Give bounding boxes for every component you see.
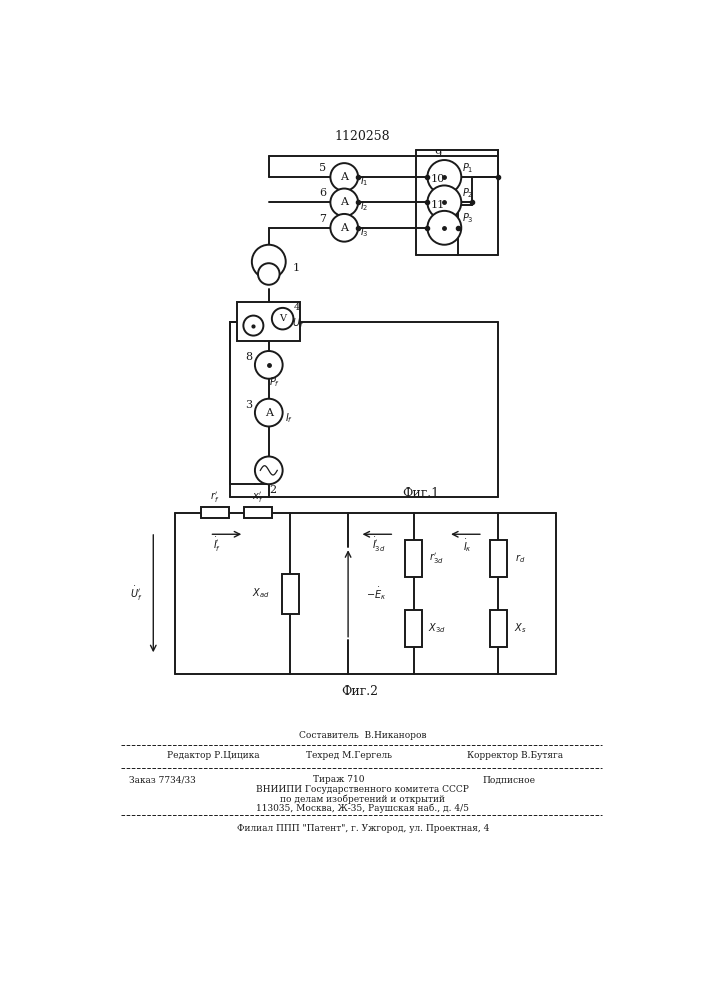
Circle shape — [428, 185, 461, 219]
Text: 1120258: 1120258 — [335, 130, 390, 143]
Text: A: A — [340, 197, 349, 207]
Circle shape — [258, 263, 279, 285]
Text: Составитель  В.Никаноров: Составитель В.Никаноров — [299, 732, 426, 740]
Text: ВНИИПИ Государственного комитета СССР: ВНИИПИ Государственного комитета СССР — [256, 785, 469, 794]
Text: 11: 11 — [431, 200, 445, 210]
Circle shape — [255, 399, 283, 426]
Text: $x_f'$: $x_f'$ — [252, 490, 264, 505]
Text: $P_1$: $P_1$ — [462, 161, 473, 175]
Bar — [405, 540, 422, 577]
Text: 7: 7 — [319, 214, 326, 224]
Text: 4: 4 — [293, 303, 300, 312]
Circle shape — [255, 456, 283, 484]
Text: $-\dot{E}_\kappa$: $-\dot{E}_\kappa$ — [366, 585, 386, 602]
Text: Филиал ППП "Патент", г. Ужгород, ул. Проектная, 4: Филиал ППП "Патент", г. Ужгород, ул. Про… — [237, 824, 489, 833]
Text: $X_{3d}$: $X_{3d}$ — [428, 621, 445, 635]
Text: $I_f$: $I_f$ — [285, 411, 293, 425]
Text: $r_f'$: $r_f'$ — [210, 490, 219, 505]
Text: 10: 10 — [431, 174, 445, 184]
Text: Редактор Р.Цицика: Редактор Р.Цицика — [167, 751, 259, 760]
Bar — [238, 302, 300, 341]
Text: $U_f$: $U_f$ — [292, 316, 304, 330]
Text: $\dot{I}_{3d}'$: $\dot{I}_{3d}'$ — [372, 536, 386, 554]
Text: $I_2$: $I_2$ — [360, 199, 368, 213]
Text: $\dot{I}_\kappa$: $\dot{I}_\kappa$ — [463, 537, 472, 554]
Text: по делам изобретений и открытий: по делам изобретений и открытий — [280, 794, 445, 804]
Bar — [490, 610, 507, 647]
Text: Корректор В.Бутяга: Корректор В.Бутяга — [467, 751, 563, 760]
Circle shape — [243, 316, 264, 336]
Bar — [282, 574, 299, 614]
Text: 113035, Москва, Ж-35, Раушская наб., д. 4/5: 113035, Москва, Ж-35, Раушская наб., д. … — [256, 804, 469, 813]
Text: Тираж 710: Тираж 710 — [313, 775, 365, 784]
Bar — [490, 540, 507, 577]
Circle shape — [272, 308, 293, 329]
Text: $I_1$: $I_1$ — [360, 174, 368, 188]
Text: 6: 6 — [319, 188, 326, 198]
Text: A: A — [340, 223, 349, 233]
Circle shape — [330, 163, 358, 191]
Text: 9: 9 — [435, 149, 442, 159]
Text: 5: 5 — [319, 163, 326, 173]
Circle shape — [252, 245, 286, 279]
Circle shape — [255, 351, 283, 379]
Text: 3: 3 — [245, 400, 252, 410]
Text: A: A — [265, 408, 273, 418]
Text: $r_{3d}'$: $r_{3d}'$ — [429, 552, 444, 566]
Text: $P_f$: $P_f$ — [269, 375, 280, 389]
Text: $r_d$: $r_d$ — [515, 552, 525, 565]
Text: Фиг.1: Фиг.1 — [403, 487, 440, 500]
Circle shape — [330, 214, 358, 242]
Bar — [244, 507, 272, 518]
Circle shape — [330, 189, 358, 216]
Text: Заказ 7734/33: Заказ 7734/33 — [129, 775, 195, 784]
Text: $I_3$: $I_3$ — [360, 225, 368, 239]
Bar — [201, 507, 229, 518]
Text: Техред М.Гергель: Техред М.Гергель — [305, 751, 392, 760]
Text: 2: 2 — [269, 485, 276, 495]
Text: A: A — [340, 172, 349, 182]
Text: V: V — [279, 314, 286, 323]
Text: $X_s$: $X_s$ — [513, 621, 526, 635]
Circle shape — [428, 160, 461, 194]
Text: $X_{ad}$: $X_{ad}$ — [252, 587, 270, 600]
Text: Фиг.2: Фиг.2 — [341, 685, 378, 698]
Text: $P_2$: $P_2$ — [462, 186, 473, 200]
Text: 1: 1 — [293, 263, 300, 273]
Text: 8: 8 — [245, 352, 252, 362]
Bar — [405, 610, 422, 647]
Text: $\dot{U}_f'$: $\dot{U}_f'$ — [130, 584, 143, 603]
Text: $P_3$: $P_3$ — [462, 212, 473, 225]
Text: Подписное: Подписное — [483, 775, 536, 784]
Text: $\dot{I}_f'$: $\dot{I}_f'$ — [213, 536, 221, 554]
Circle shape — [428, 211, 461, 245]
